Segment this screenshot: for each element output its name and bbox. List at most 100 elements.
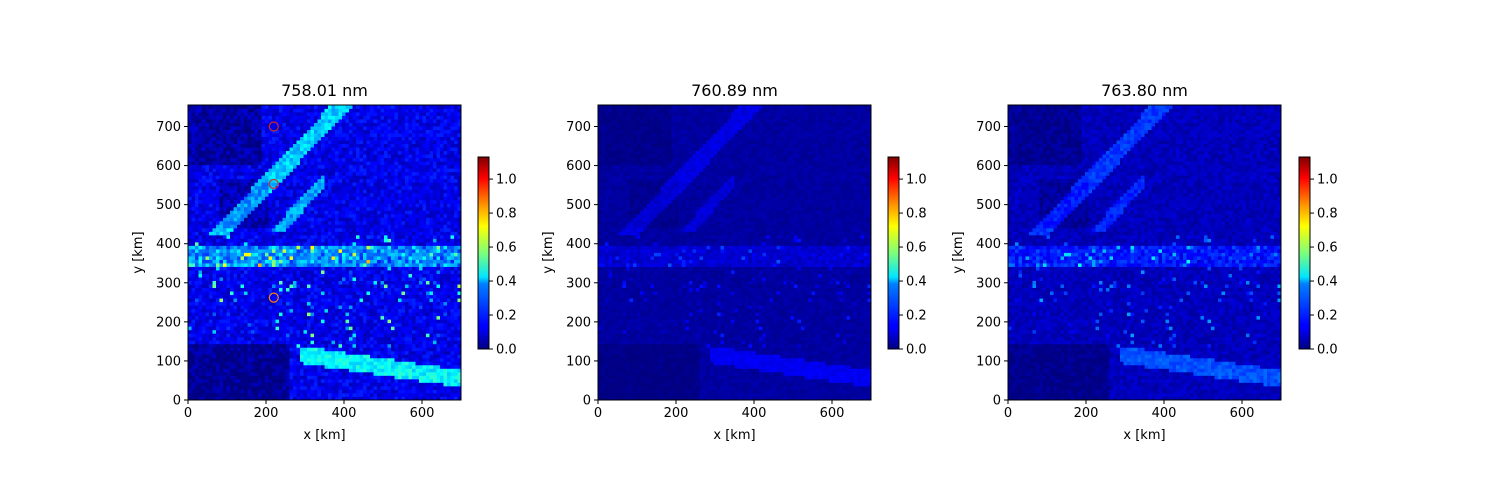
heatmap-cell <box>310 164 315 169</box>
heatmap-cell <box>191 227 196 232</box>
heatmap-cell <box>331 171 336 176</box>
heatmap-cell <box>293 322 297 327</box>
heatmap-cell <box>377 154 381 159</box>
heatmap-cell <box>377 378 381 383</box>
heatmap-cell <box>380 210 385 215</box>
heatmap-cell <box>258 364 262 369</box>
heatmap-cell <box>188 256 192 260</box>
heatmap-cell <box>314 368 318 373</box>
heatmap-cell <box>223 382 227 387</box>
heatmap-cell <box>331 133 336 138</box>
heatmap-cell <box>338 234 343 239</box>
heatmap-cell <box>345 333 350 338</box>
heatmap-cell <box>338 354 343 359</box>
heatmap-cell <box>202 340 206 345</box>
heatmap-cell <box>366 392 371 397</box>
heatmap-cell <box>258 368 262 373</box>
heatmap-cell <box>363 392 367 397</box>
heatmap-cell <box>356 157 360 162</box>
heatmap-cell <box>338 241 343 246</box>
heatmap-cell <box>356 326 360 331</box>
heatmap-cell <box>279 112 283 116</box>
heatmap-cell <box>233 224 238 229</box>
heatmap-cell <box>265 333 269 338</box>
heatmap-cell <box>205 305 210 310</box>
heatmap-cell <box>335 263 339 267</box>
heatmap-cell <box>296 396 301 401</box>
heatmap-cell <box>261 392 266 397</box>
heatmap-cell <box>342 333 346 338</box>
heatmap-cell <box>370 340 374 345</box>
heatmap-cell <box>191 210 196 215</box>
heatmap-cell <box>314 133 318 138</box>
heatmap-cell <box>209 361 213 366</box>
heatmap-cell <box>345 122 350 127</box>
heatmap-cell <box>258 248 262 253</box>
heatmap-cell <box>342 206 346 211</box>
heatmap-cell <box>209 280 213 285</box>
heatmap-cell <box>230 308 234 313</box>
heatmap-cell <box>370 115 374 120</box>
heatmap-cell <box>307 277 311 281</box>
heatmap-cell <box>223 185 227 190</box>
heatmap-cell <box>230 220 234 225</box>
heatmap-cell <box>387 227 392 232</box>
heatmap-cell <box>394 396 399 401</box>
heatmap-cell <box>370 105 374 109</box>
heatmap-cell <box>195 168 199 173</box>
heatmap-cell <box>370 305 374 310</box>
heatmap-cell <box>324 210 329 215</box>
heatmap-cell <box>254 227 259 232</box>
heatmap-cell <box>198 140 203 145</box>
heatmap-cell <box>202 129 206 134</box>
heatmap-cell <box>370 301 374 306</box>
heatmap-cell <box>342 263 346 267</box>
heatmap-cell <box>366 301 371 306</box>
heatmap-cell <box>296 234 301 239</box>
heatmap-cell <box>321 227 325 232</box>
heatmap-cell <box>247 220 252 225</box>
heatmap-cell <box>363 312 367 317</box>
heatmap-cell <box>338 266 343 271</box>
heatmap-cell <box>209 217 213 222</box>
heatmap-cell <box>244 333 248 338</box>
heatmap-cell <box>366 305 371 310</box>
heatmap-cell <box>216 291 220 296</box>
heatmap-cell <box>359 382 364 387</box>
heatmap-cell <box>380 252 385 257</box>
heatmap-cell <box>258 298 262 303</box>
heatmap-cell <box>296 308 301 313</box>
heatmap-cell <box>216 270 220 274</box>
heatmap-cell <box>188 287 192 292</box>
heatmap-cell <box>233 322 238 327</box>
heatmap-cell <box>265 343 269 348</box>
heatmap-cell <box>338 210 343 215</box>
heatmap-cell <box>370 392 374 397</box>
heatmap-cell <box>331 231 336 236</box>
heatmap-cell <box>254 326 259 331</box>
heatmap-cell <box>317 301 322 306</box>
heatmap-cell <box>296 322 301 327</box>
heatmap-cell <box>251 126 255 130</box>
heatmap-cell <box>310 326 315 331</box>
heatmap-cell <box>265 129 269 134</box>
heatmap-cell <box>352 347 357 352</box>
heatmap-cell <box>394 273 399 278</box>
heatmap-cell <box>265 378 269 383</box>
heatmap-cell <box>324 161 329 166</box>
heatmap-cell <box>233 248 238 253</box>
heatmap-cell <box>363 298 367 303</box>
heatmap-cell <box>321 389 325 394</box>
heatmap-cell <box>352 277 357 281</box>
heatmap-cell <box>314 136 318 141</box>
heatmap-cell <box>205 319 210 324</box>
heatmap-cell <box>342 164 346 169</box>
heatmap-cell <box>202 175 206 180</box>
heatmap-cell <box>230 210 234 215</box>
heatmap-cell <box>345 336 350 341</box>
heatmap-cell <box>300 322 304 327</box>
heatmap-cell <box>359 189 364 194</box>
heatmap-cell <box>289 259 294 264</box>
heatmap-cell <box>310 322 315 327</box>
heatmap-cell <box>300 396 304 401</box>
